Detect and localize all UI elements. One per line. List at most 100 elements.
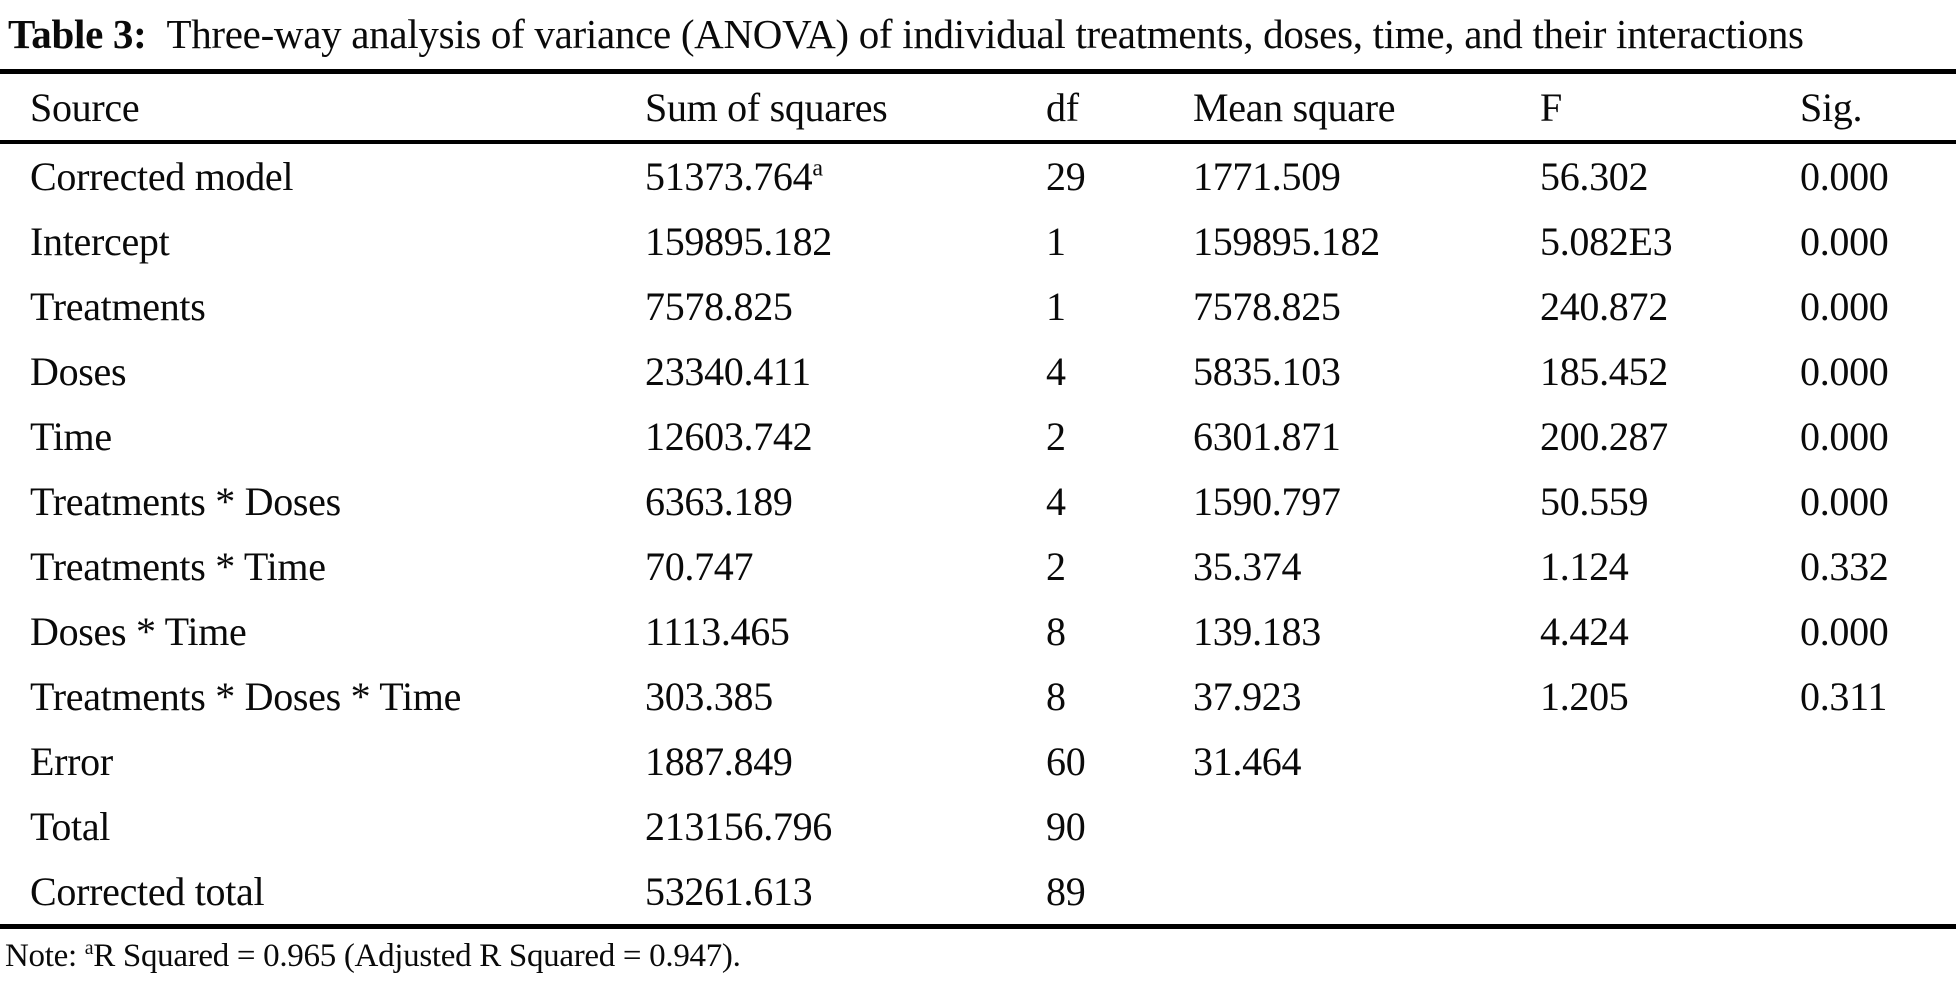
col-header-sig: Sig. bbox=[1800, 74, 1956, 145]
table-row: Error 1887.849 60 31.464 bbox=[0, 729, 1956, 794]
cell-mean-square: 5835.103 bbox=[1193, 349, 1341, 395]
cell-sig bbox=[1800, 729, 1956, 794]
cell-source: Time bbox=[30, 414, 112, 460]
cell-sum-of-squares: 23340.411 bbox=[645, 349, 811, 395]
cell-sig: 0.332 bbox=[1800, 544, 1889, 590]
cell-mean-square bbox=[1193, 859, 1540, 924]
cell-f: 1.124 bbox=[1540, 544, 1629, 590]
table-row: Treatments * Time 70.747 2 35.374 1.124 … bbox=[0, 534, 1956, 599]
cell-source: Intercept bbox=[30, 219, 170, 265]
table-label: Table 3: bbox=[8, 11, 147, 57]
cell-sum-of-squares: 51373.764a bbox=[645, 154, 823, 200]
cell-sig: 0.000 bbox=[1800, 349, 1889, 395]
cell-source: Corrected total bbox=[30, 869, 265, 915]
cell-sum-of-squares: 1113.465 bbox=[645, 609, 790, 655]
cell-sum-of-squares: 53261.613 bbox=[645, 869, 813, 915]
col-header-sum-of-squares: Sum of squares bbox=[645, 74, 1046, 145]
table-row: Time 12603.742 2 6301.871 200.287 0.000 bbox=[0, 404, 1956, 469]
top-rule bbox=[0, 69, 1956, 75]
cell-source: Treatments * Doses * Time bbox=[30, 674, 462, 720]
cell-f: 50.559 bbox=[1540, 479, 1649, 525]
cell-sig: 0.000 bbox=[1800, 414, 1889, 460]
cell-f: 240.872 bbox=[1540, 284, 1668, 330]
col-header-mean-square: Mean square bbox=[1193, 74, 1540, 145]
col-header-f: F bbox=[1540, 74, 1800, 145]
cell-source: Treatments * Doses bbox=[30, 479, 341, 525]
cell-sig: 0.000 bbox=[1800, 479, 1889, 525]
note-text: R Squared = 0.965 (Adjusted R Squared = … bbox=[93, 938, 741, 975]
cell-df: 8 bbox=[1046, 609, 1066, 655]
cell-source: Treatments bbox=[30, 284, 206, 330]
cell-source: Error bbox=[30, 739, 113, 785]
cell-source: Total bbox=[30, 804, 111, 850]
cell-df: 1 bbox=[1046, 284, 1066, 330]
cell-sig bbox=[1800, 794, 1956, 859]
table-title: Table 3: Three-way analysis of variance (… bbox=[0, 0, 1956, 59]
cell-sig: 0.000 bbox=[1800, 219, 1889, 265]
cell-df: 89 bbox=[1046, 869, 1086, 915]
cell-f: 200.287 bbox=[1540, 414, 1668, 460]
cell-df: 4 bbox=[1046, 349, 1066, 395]
cell-source: Doses bbox=[30, 349, 127, 395]
cell-sum-of-squares: 1887.849 bbox=[645, 739, 793, 785]
cell-df: 4 bbox=[1046, 479, 1066, 525]
cell-mean-square bbox=[1193, 794, 1540, 859]
table-note: Note: aR Squared = 0.965 (Adjusted R Squ… bbox=[0, 929, 1956, 975]
cell-sum-of-squares: 159895.182 bbox=[645, 219, 833, 265]
cell-sum-of-squares: 213156.796 bbox=[645, 804, 833, 850]
header-row: Source Sum of squares df Mean square F S… bbox=[0, 74, 1956, 145]
col-header-source: Source bbox=[0, 74, 645, 145]
cell-df: 1 bbox=[1046, 219, 1066, 265]
cell-mean-square: 37.923 bbox=[1193, 674, 1302, 720]
cell-f: 4.424 bbox=[1540, 609, 1629, 655]
table-row: Corrected total 53261.613 89 bbox=[0, 859, 1956, 924]
col-header-df: df bbox=[1046, 74, 1193, 145]
cell-f: 56.302 bbox=[1540, 154, 1649, 200]
cell-sum-of-squares: 12603.742 bbox=[645, 414, 813, 460]
cell-sig: 0.000 bbox=[1800, 284, 1889, 330]
cell-mean-square: 1771.509 bbox=[1193, 154, 1341, 200]
cell-df: 2 bbox=[1046, 414, 1066, 460]
cell-f: 185.452 bbox=[1540, 349, 1668, 395]
cell-sig: 0.000 bbox=[1800, 154, 1889, 200]
cell-sum-of-squares: 6363.189 bbox=[645, 479, 793, 525]
cell-sig: 0.000 bbox=[1800, 609, 1889, 655]
cell-sig: 0.311 bbox=[1800, 674, 1888, 720]
note-footnote-marker: a bbox=[84, 937, 94, 960]
cell-df: 29 bbox=[1046, 154, 1086, 200]
table-row: Doses 23340.411 4 5835.103 185.452 0.000 bbox=[0, 339, 1956, 404]
table-row: Intercept 159895.182 1 159895.182 5.082E… bbox=[0, 209, 1956, 274]
cell-mean-square: 6301.871 bbox=[1193, 414, 1341, 460]
footnote-marker: a bbox=[812, 155, 823, 182]
cell-f bbox=[1540, 859, 1800, 924]
cell-sum-of-squares: 7578.825 bbox=[645, 284, 793, 330]
table-row: Doses * Time 1113.465 8 139.183 4.424 0.… bbox=[0, 599, 1956, 664]
table-row: Treatments * Doses 6363.189 4 1590.797 5… bbox=[0, 469, 1956, 534]
cell-df: 8 bbox=[1046, 674, 1066, 720]
cell-mean-square: 35.374 bbox=[1193, 544, 1302, 590]
cell-sig bbox=[1800, 859, 1956, 924]
note-prefix: Note: bbox=[5, 938, 85, 975]
cell-df: 2 bbox=[1046, 544, 1066, 590]
cell-f bbox=[1540, 729, 1800, 794]
cell-source: Corrected model bbox=[30, 154, 294, 200]
cell-source: Doses * Time bbox=[30, 609, 247, 655]
cell-mean-square: 7578.825 bbox=[1193, 284, 1341, 330]
cell-f: 5.082E3 bbox=[1540, 219, 1673, 265]
cell-df: 90 bbox=[1046, 804, 1086, 850]
table-row: Treatments 7578.825 1 7578.825 240.872 0… bbox=[0, 274, 1956, 339]
cell-df: 60 bbox=[1046, 739, 1086, 785]
cell-mean-square: 1590.797 bbox=[1193, 479, 1341, 525]
cell-mean-square: 139.183 bbox=[1193, 609, 1321, 655]
cell-mean-square: 31.464 bbox=[1193, 739, 1302, 785]
bottom-rule bbox=[0, 924, 1956, 930]
cell-mean-square: 159895.182 bbox=[1193, 219, 1381, 265]
anova-table: Source Sum of squares df Mean square F S… bbox=[0, 74, 1956, 924]
table-row: Corrected model 51373.764a 29 1771.509 5… bbox=[0, 142, 1956, 209]
table-row: Treatments * Doses * Time 303.385 8 37.9… bbox=[0, 664, 1956, 729]
cell-f: 1.205 bbox=[1540, 674, 1629, 720]
cell-f bbox=[1540, 794, 1800, 859]
cell-sum-of-squares: 70.747 bbox=[645, 544, 754, 590]
cell-sum-of-squares: 303.385 bbox=[645, 674, 773, 720]
